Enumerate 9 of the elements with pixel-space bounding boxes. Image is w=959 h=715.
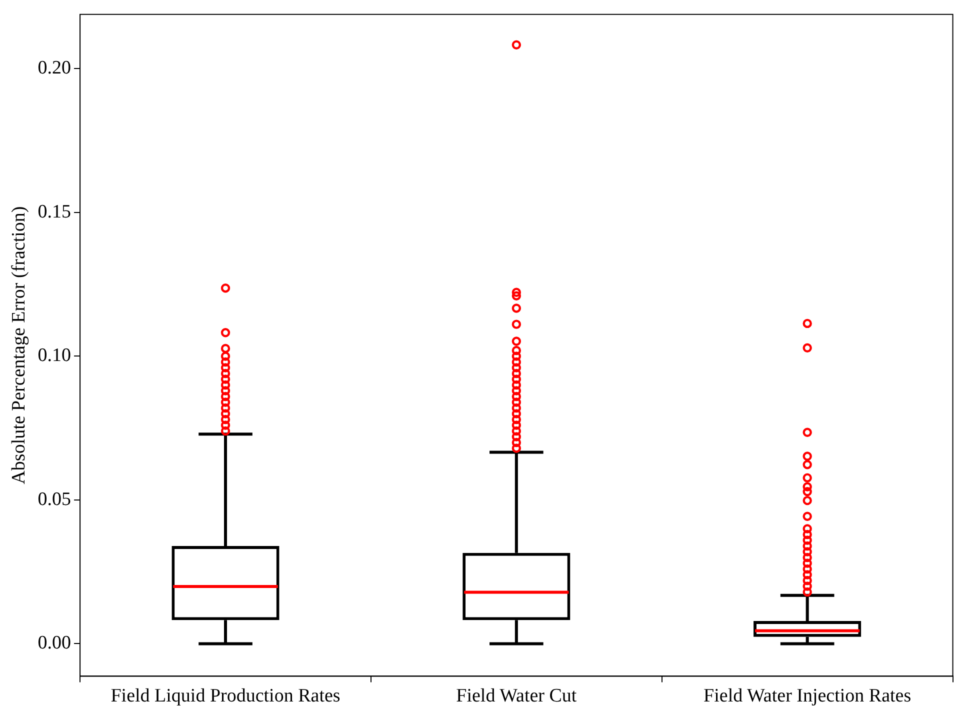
x-tick-label: Field Water Cut <box>456 686 578 707</box>
y-tick-label: 0.15 <box>38 201 72 222</box>
x-tick-label: Field Water Injection Rates <box>704 686 912 707</box>
y-axis-title: Absolute Percentage Error (fraction) <box>8 206 30 484</box>
y-tick-label: 0.05 <box>38 488 72 510</box>
y-tick-label: 0.00 <box>38 632 72 654</box>
y-tick-label: 0.10 <box>38 345 72 366</box>
y-tick-label: 0.20 <box>38 58 72 79</box>
x-tick-label: Field Liquid Production Rates <box>110 686 340 707</box>
